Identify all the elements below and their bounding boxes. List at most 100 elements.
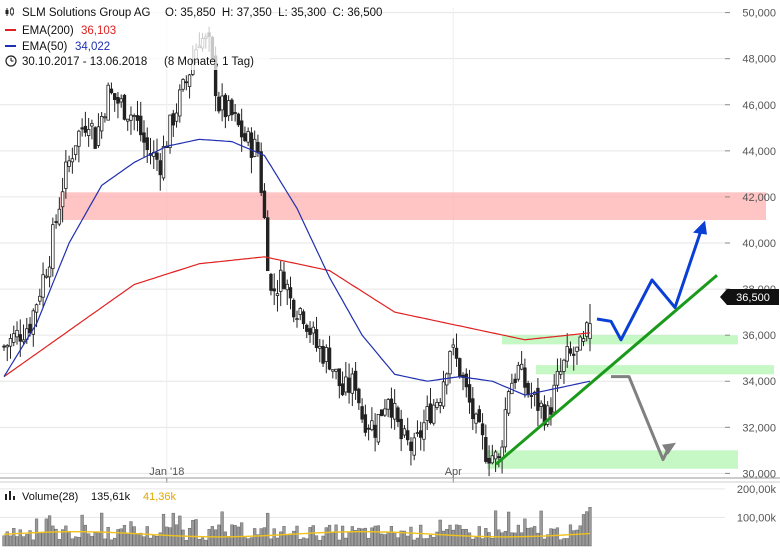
candle <box>314 316 319 352</box>
candle <box>8 333 13 359</box>
volume-bar <box>301 537 306 547</box>
volume-bar <box>67 531 71 547</box>
candle <box>331 369 335 379</box>
volume-bar <box>70 538 74 547</box>
candle-body <box>64 161 68 189</box>
candle <box>392 389 397 430</box>
volume-bar <box>360 528 364 547</box>
candle <box>217 91 221 114</box>
volume-bar <box>568 524 573 547</box>
volume-bar <box>552 528 556 547</box>
candle <box>425 395 429 431</box>
volume-bar <box>500 532 504 547</box>
candle-body <box>256 142 260 153</box>
candle-body <box>28 323 32 334</box>
volume-bar <box>253 528 257 547</box>
volume-bar <box>467 532 472 547</box>
volume-bar <box>288 533 293 547</box>
candle-body <box>311 326 315 334</box>
candle-body <box>523 367 527 388</box>
volume-bar <box>15 536 19 547</box>
candle <box>523 358 527 398</box>
volume-ma-value: 41,36k <box>143 491 177 503</box>
volume-bar <box>581 514 586 547</box>
candle <box>269 272 273 296</box>
candle <box>389 387 394 429</box>
candle <box>471 387 475 431</box>
candle-body <box>236 113 241 126</box>
volume-bar <box>74 536 78 547</box>
volume-bar <box>51 525 55 547</box>
candle-body <box>233 112 237 114</box>
volume-bar <box>122 525 127 547</box>
volume-bar <box>441 530 446 547</box>
candle-body <box>360 406 364 420</box>
candle <box>246 127 250 147</box>
volume-bar <box>480 538 485 547</box>
volume-bar <box>161 513 166 547</box>
candle-body <box>67 160 71 167</box>
volume-bar <box>363 527 367 547</box>
candle-body <box>451 344 455 348</box>
volume-value: 135,61k <box>91 491 131 503</box>
volume-bar <box>243 536 247 547</box>
candle-body <box>132 115 136 117</box>
candle-body <box>324 347 328 362</box>
candle <box>226 95 231 122</box>
volume-bar <box>21 536 26 547</box>
y-tick-label: 46,000 <box>742 100 776 112</box>
volume-bar <box>103 538 107 547</box>
candle-body <box>435 401 439 408</box>
last-price-label: 36,500 <box>736 292 770 304</box>
volume-bar <box>184 540 188 547</box>
candle-body <box>565 346 569 362</box>
volume-bar <box>223 531 227 547</box>
candle-body <box>103 116 107 119</box>
bullish-projection <box>596 224 705 342</box>
candle-body <box>552 384 556 413</box>
candle <box>112 93 117 112</box>
candle <box>259 142 263 196</box>
candle-body <box>405 430 410 441</box>
volume-bar <box>204 539 208 547</box>
candle-body <box>448 351 452 375</box>
volume-bar <box>334 524 338 547</box>
candle-body <box>31 310 35 335</box>
candle <box>77 129 81 163</box>
candle <box>308 321 312 343</box>
candle <box>545 401 550 427</box>
candle-body <box>467 384 472 403</box>
volume-bar <box>542 538 547 547</box>
candle <box>187 73 192 99</box>
volume-bar <box>562 538 566 547</box>
candle-body <box>386 399 390 410</box>
candle <box>67 155 71 173</box>
volume-bar <box>25 534 29 547</box>
volume-bar <box>311 525 315 547</box>
volume-bar <box>389 526 394 547</box>
candle-body <box>412 437 416 456</box>
candle <box>376 414 381 445</box>
candle-body <box>585 322 589 337</box>
candle-body <box>490 455 495 464</box>
volume-bar <box>295 525 299 547</box>
candle-body <box>516 364 521 380</box>
candle-body <box>116 97 120 104</box>
volume-bar <box>142 536 146 547</box>
volume-bar <box>419 524 423 547</box>
candle <box>480 413 485 450</box>
candle-body <box>174 112 179 122</box>
candle <box>344 361 348 396</box>
candle-body <box>155 152 159 160</box>
candle <box>90 119 94 140</box>
candle <box>578 335 582 351</box>
volume-tick-label: 200,00k <box>737 484 777 496</box>
volume-bar <box>292 530 296 547</box>
candle-body <box>529 395 534 397</box>
candle-body <box>262 190 267 218</box>
candle <box>435 398 439 411</box>
candle-body <box>38 295 42 302</box>
candle-body <box>181 79 185 90</box>
volume-bar <box>266 512 270 547</box>
candle <box>458 357 462 379</box>
